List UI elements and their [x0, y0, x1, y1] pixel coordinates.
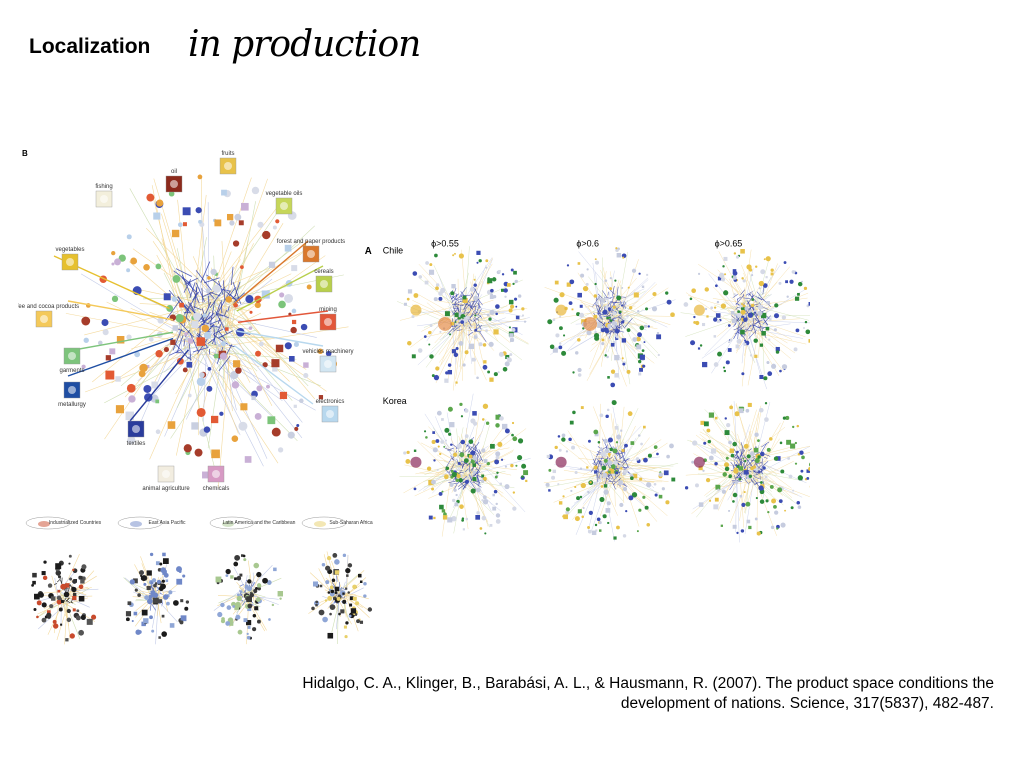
category-label: mining	[319, 307, 337, 313]
region-network: East Asia Pacific	[117, 516, 190, 645]
category-label: electronics	[316, 399, 345, 405]
country-network	[543, 400, 679, 542]
category-label: forest and paper products	[277, 239, 345, 245]
fish-icon	[95, 190, 113, 208]
category-label: fishing	[95, 184, 112, 190]
country-label-chile: Chile	[383, 245, 403, 255]
panel-b-network	[53, 174, 349, 488]
country-network	[680, 248, 810, 390]
category-label: fruits	[221, 151, 234, 157]
panel-b-category-icons: fruits oil vegetable oils fishing forest and…	[18, 151, 354, 492]
product-space-panel-b: B fruits oil vegetable oils fishing forest a…	[18, 149, 354, 492]
threshold-label-0-65: ϕ>0.65	[715, 239, 743, 249]
category-label: animal agriculture	[142, 486, 190, 492]
region-network: Sub-Saharan Africa	[301, 516, 373, 645]
regional-networks: Industrialized Countries East Asia Pacifi…	[25, 516, 373, 645]
forest-icon	[302, 245, 320, 263]
country-network	[397, 246, 530, 391]
threshold-label-0-6: ϕ>0.6	[576, 239, 599, 249]
region-label: East Asia Pacific	[149, 520, 186, 526]
vegetable-oil-icon	[275, 197, 293, 215]
coffee-icon	[35, 310, 53, 328]
panel-a-network-grid	[397, 246, 810, 543]
category-label: coffee and cocoa products	[18, 304, 79, 310]
vegetable-icon	[61, 253, 79, 271]
fruit-icon	[219, 157, 237, 175]
citation-line-1: Hidalgo, C. A., Klinger, B., Barabási, A…	[302, 675, 994, 692]
threshold-label-0-55: ϕ>0.55	[431, 239, 459, 249]
category-label: oil	[171, 169, 177, 175]
cow-icon	[157, 465, 175, 483]
slide-title: Localization	[29, 35, 151, 58]
slide-title-script: in production	[188, 24, 421, 65]
category-label: vegetables	[55, 247, 84, 253]
electronics-icon	[321, 405, 339, 423]
category-label: vegetable oils	[266, 191, 303, 197]
country-network	[544, 247, 676, 388]
panel-b-letter: B	[22, 149, 28, 158]
region-network: Industrialized Countries	[25, 516, 102, 645]
category-label: cereals	[314, 269, 333, 275]
category-label: vehicles machinery	[302, 349, 353, 355]
product-space-panel-a: A Chile Korea ϕ>0.55 ϕ>0.6 ϕ>0.65	[365, 239, 810, 543]
vehicle-icon	[319, 355, 337, 373]
garment-icon	[63, 347, 81, 365]
country-label-korea: Korea	[383, 396, 407, 406]
citation-line-2: development of nations. Science, 317(583…	[620, 695, 994, 712]
category-label: textiles	[127, 441, 146, 447]
category-label: garments	[59, 368, 84, 374]
region-network: Latin America and the Caribbean	[209, 516, 296, 645]
country-network	[684, 401, 810, 543]
textile-icon	[127, 420, 145, 438]
cereal-icon	[315, 275, 333, 293]
region-label: Sub-Saharan Africa	[329, 520, 373, 526]
category-label: metallurgy	[58, 402, 86, 408]
oil-icon	[165, 175, 183, 193]
panel-a-letter: A	[365, 246, 372, 257]
chemicals-icon	[207, 465, 225, 483]
region-label: Latin America and the Caribbean	[223, 520, 296, 526]
citation: Hidalgo, C. A., Klinger, B., Barabási, A…	[234, 674, 994, 714]
region-label: Industrialized Countries	[49, 520, 102, 526]
category-label: chemicals	[203, 486, 230, 492]
mining-icon	[319, 313, 337, 331]
country-network	[399, 393, 531, 537]
metallurgy-icon	[63, 381, 81, 399]
